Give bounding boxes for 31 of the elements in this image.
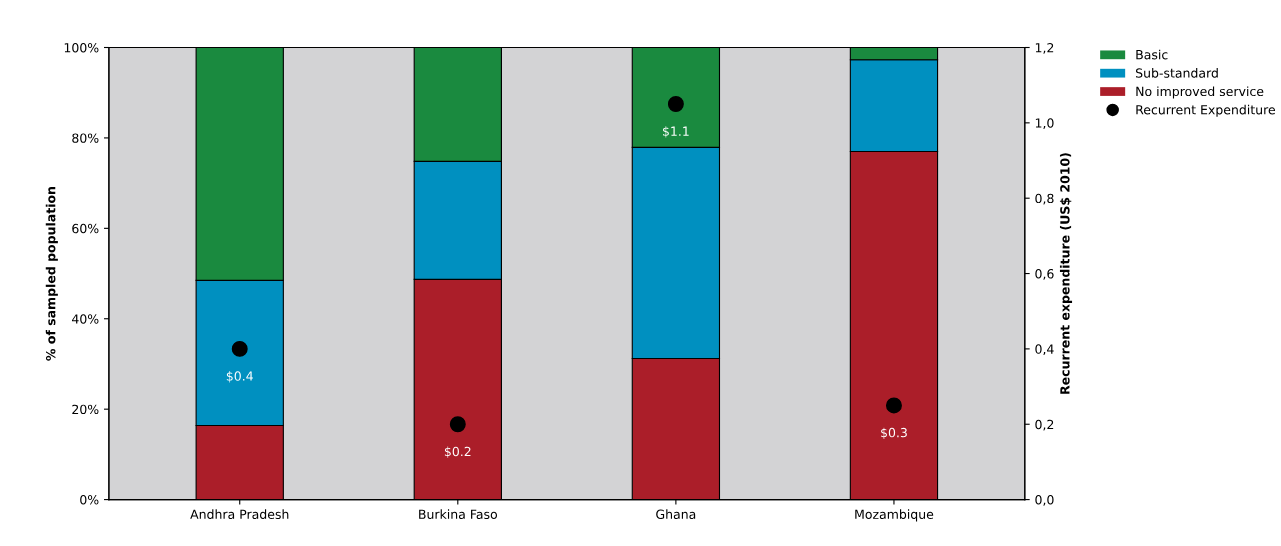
point <box>885 397 902 414</box>
y2-axis-title: Recurrent expenditure (US$ 2010) <box>1059 153 1073 394</box>
data-label: $0.4 <box>226 371 253 383</box>
legend-label: No improved service <box>1136 86 1264 99</box>
y2-tick-label: 0,2 <box>1035 419 1054 431</box>
point <box>667 96 684 112</box>
y-tick-label: 60% <box>72 223 99 234</box>
y-tick-label: 0% <box>80 495 99 505</box>
legend-label: Recurrent Expenditure <box>1136 104 1275 117</box>
data-label: $1.1 <box>663 126 689 138</box>
point <box>231 340 248 357</box>
y-tick-label: 80% <box>72 133 99 143</box>
y2-tick-label: 0,8 <box>1035 193 1054 205</box>
data-label: $0.3 <box>881 427 907 439</box>
y2-tick-label: 0,6 <box>1035 269 1054 280</box>
y-tick-label: 20% <box>72 404 99 415</box>
legend-label: Basic <box>1136 49 1168 60</box>
point <box>449 416 466 433</box>
y2-tick-label: 1,2 <box>1035 42 1054 54</box>
y-tick-label: 40% <box>71 314 99 324</box>
y-tick-label: 100% <box>64 42 99 53</box>
y2-tick-label: 1,0 <box>1035 118 1054 130</box>
legend-label: Sub-standard <box>1135 68 1218 78</box>
x-tick-label: Ghana <box>656 509 696 519</box>
x-tick-label: Andhra Pradesh <box>190 509 289 519</box>
x-tick-label: Mozambique <box>855 509 934 522</box>
data-label: $0.2 <box>444 446 471 458</box>
y2-tick-label: 0,0 <box>1035 495 1054 506</box>
y-axis-title: % of sampled population <box>45 187 58 361</box>
x-tick-label: Burkina Faso <box>419 509 498 519</box>
y2-tick-label: 0,4 <box>1035 344 1054 356</box>
